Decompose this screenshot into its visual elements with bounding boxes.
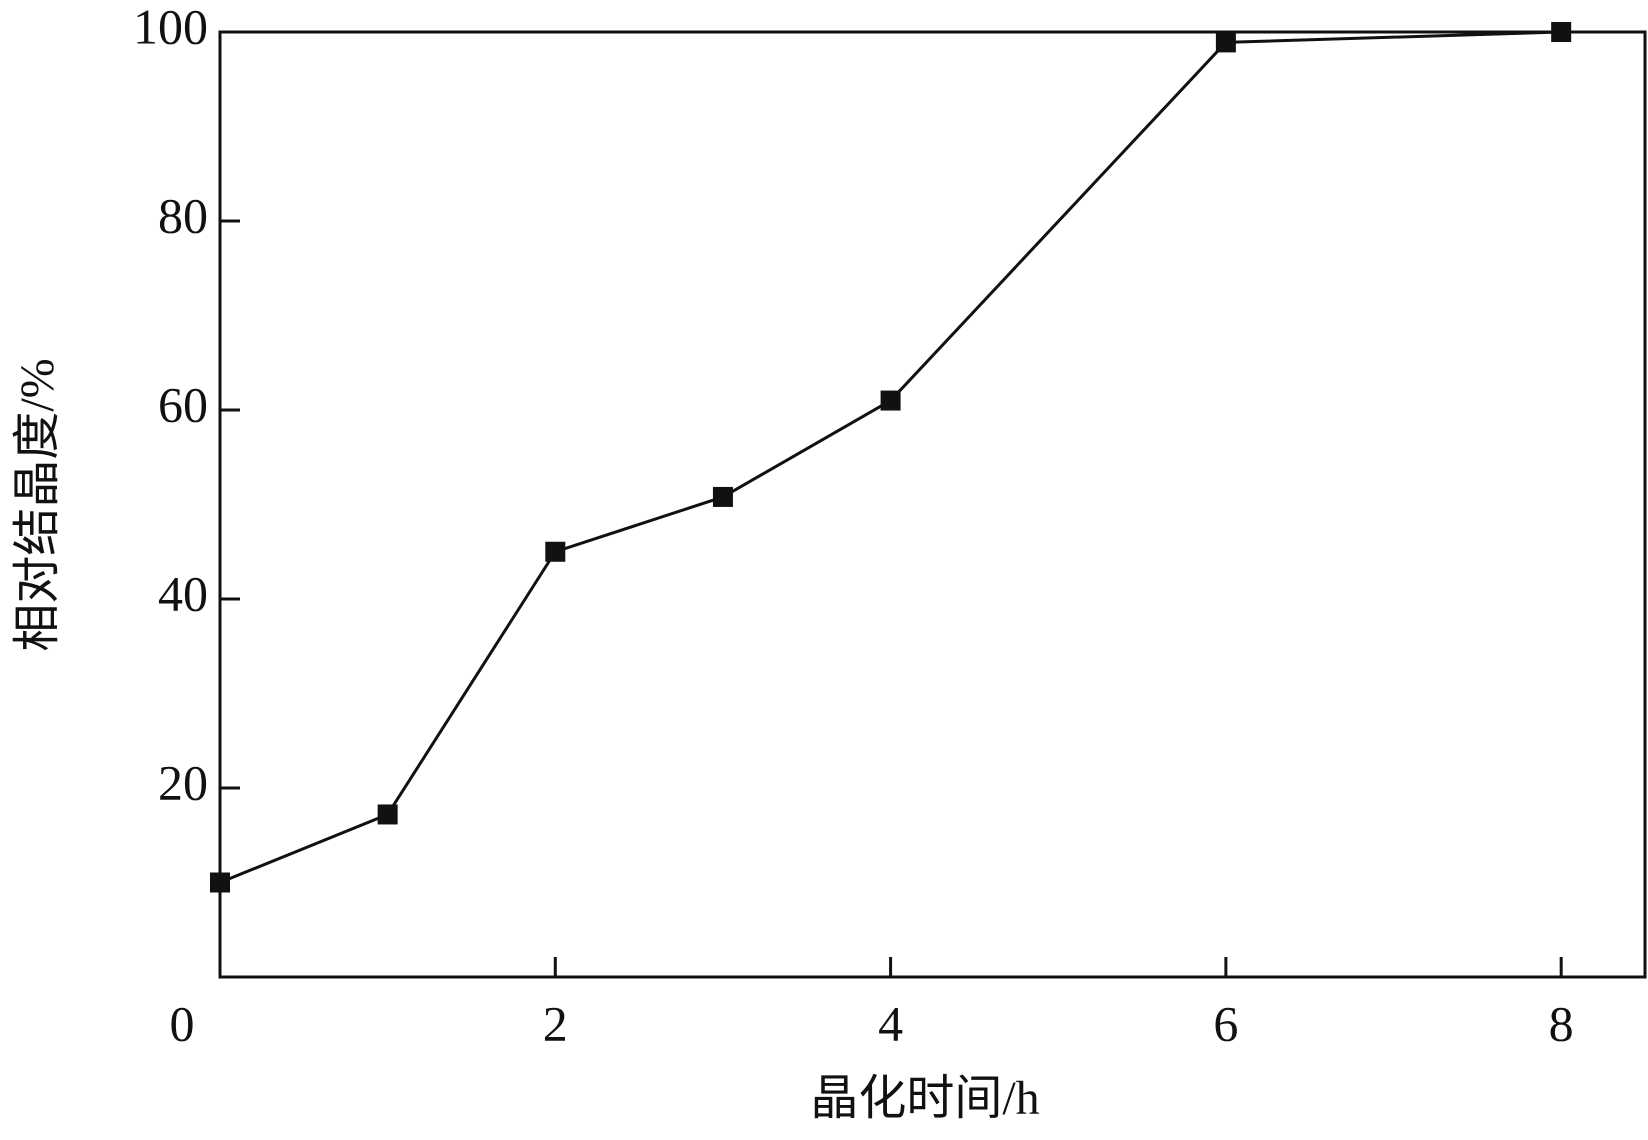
y-axis-title: 相对结晶度/% (11, 358, 64, 651)
data-line (219, 30, 1562, 884)
y-tick-label: 80 (158, 187, 208, 243)
plot-frame (218, 30, 1647, 979)
data-point (712, 486, 733, 507)
data-point (880, 390, 901, 411)
y-tick-label: 60 (158, 376, 208, 432)
y-tick-label: 40 (158, 565, 208, 621)
x-tick-label: 8 (1549, 995, 1574, 1051)
x-tick-label: 0 (170, 995, 195, 1051)
x-tick-label: 6 (1213, 995, 1238, 1051)
x-axis-title: 晶化时间/h (810, 1072, 1039, 1125)
data-point (545, 541, 566, 562)
y-tick-label: 20 (158, 754, 208, 810)
data-point (1551, 22, 1572, 42)
data-point (1215, 32, 1236, 53)
x-tick-label: 4 (878, 995, 903, 1051)
data-point (377, 804, 398, 825)
y-tick-label: 100 (133, 0, 208, 54)
data-point (210, 872, 230, 893)
x-tick-label: 2 (543, 995, 568, 1051)
